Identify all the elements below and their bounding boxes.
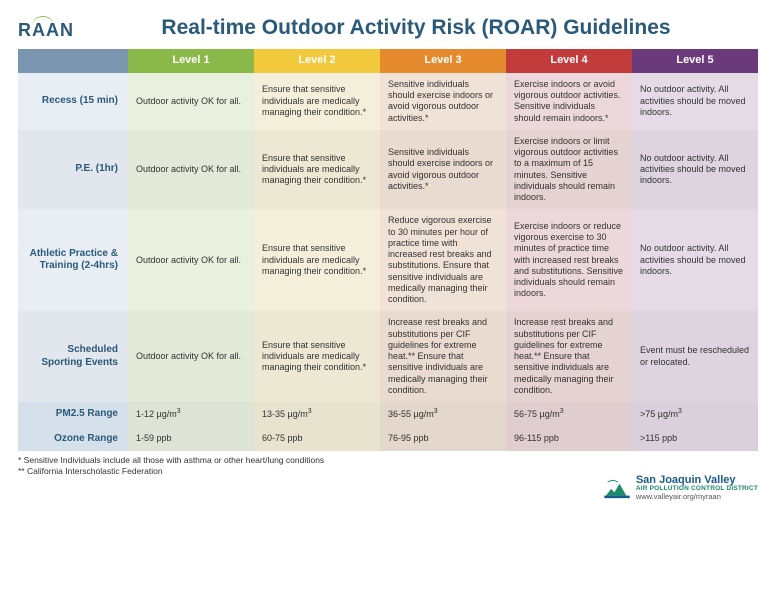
page-title: Real-time Outdoor Activity Risk (ROAR) G… [74,16,758,40]
guidance-cell: Ensure that sensitive individuals are me… [254,73,380,130]
guidance-cell: Exercise indoors or reduce vigorous exer… [506,209,632,311]
table-row: P.E. (1hr)Outdoor activity OK for all.En… [18,130,758,210]
table-row: Athletic Practice & Training (2-4hrs)Out… [18,209,758,311]
guidance-cell: Event must be rescheduled or relocated. [632,311,758,402]
guidance-cell: Ensure that sensitive individuals are me… [254,311,380,402]
guidance-cell: No outdoor activity. All activities shou… [632,209,758,311]
guidance-cell: Reduce vigorous exercise to 30 minutes p… [380,209,506,311]
row-header: P.E. (1hr) [18,130,128,210]
range-cell: 76-95 ppb [380,427,506,452]
range-cell: 13-35 µg/m3 [254,402,380,427]
guidance-cell: Ensure that sensitive individuals are me… [254,209,380,311]
guidance-cell: Outdoor activity OK for all. [128,130,254,210]
guidance-cell: Exercise indoors or limit vigorous outdo… [506,130,632,210]
guidance-cell: Outdoor activity OK for all. [128,209,254,311]
guidance-cell: Increase rest breaks and substitutions p… [506,311,632,402]
range-row: Ozone Range1-59 ppb60-75 ppb76-95 ppb96-… [18,427,758,452]
guidance-cell: Increase rest breaks and substitutions p… [380,311,506,402]
guidance-cell: No outdoor activity. All activities shou… [632,73,758,130]
range-row: PM2.5 Range1-12 µg/m313-35 µg/m336-55 µg… [18,402,758,427]
range-cell: 36-55 µg/m3 [380,402,506,427]
guidance-cell: Exercise indoors or avoid vigorous outdo… [506,73,632,130]
guidance-cell: Ensure that sensitive individuals are me… [254,130,380,210]
row-header: Recess (15 min) [18,73,128,130]
raan-logo: RAAN [18,14,74,41]
footer-url: www.valleyair.org/myraan [636,493,758,501]
range-cell: 56-75 µg/m3 [506,402,632,427]
sj-valley-logo: San Joaquin Valley AIR POLLUTION CONTROL… [604,475,758,500]
level-header: Level 3 [380,49,506,73]
valley-icon [604,477,630,499]
level-header: Level 4 [506,49,632,73]
logo-arc-icon [32,16,54,26]
range-cell: 1-12 µg/m3 [128,402,254,427]
guidance-cell: Sensitive individuals should exercise in… [380,73,506,130]
level-header: Level 5 [632,49,758,73]
level-header: Level 2 [254,49,380,73]
range-cell: >75 µg/m3 [632,402,758,427]
range-cell: 96-115 ppb [506,427,632,452]
table-row: Scheduled Sporting EventsOutdoor activit… [18,311,758,402]
range-row-header: Ozone Range [18,427,128,452]
range-cell: 1-59 ppb [128,427,254,452]
row-header: Scheduled Sporting Events [18,311,128,402]
range-row-header: PM2.5 Range [18,402,128,427]
range-cell: >115 ppb [632,427,758,452]
guidance-cell: Outdoor activity OK for all. [128,73,254,130]
guidance-cell: Sensitive individuals should exercise in… [380,130,506,210]
roar-table: Level 1Level 2Level 3Level 4Level 5 Rece… [18,49,758,451]
guidance-cell: Outdoor activity OK for all. [128,311,254,402]
footnote: * Sensitive Individuals include all thos… [18,455,758,466]
range-cell: 60-75 ppb [254,427,380,452]
row-header: Athletic Practice & Training (2-4hrs) [18,209,128,311]
level-header: Level 1 [128,49,254,73]
guidance-cell: No outdoor activity. All activities shou… [632,130,758,210]
table-row: Recess (15 min)Outdoor activity OK for a… [18,73,758,130]
table-corner [18,49,128,73]
